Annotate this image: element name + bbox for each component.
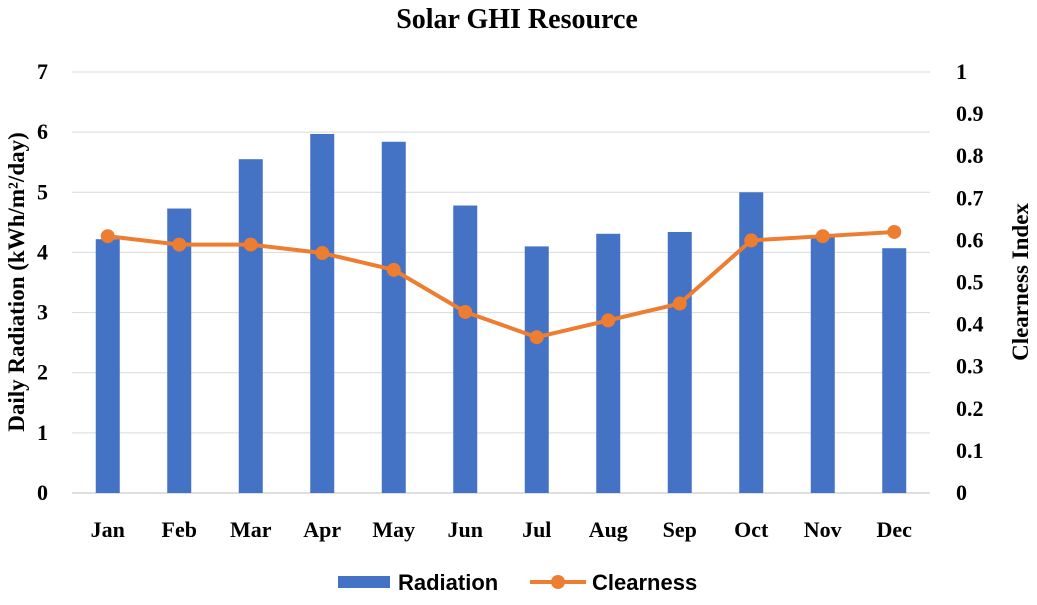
clearness-point-apr (315, 246, 330, 261)
x-tick-label: Aug (589, 517, 628, 542)
x-tick-label: Mar (230, 517, 272, 542)
x-tick-label: Jun (448, 517, 483, 542)
x-tick-label: Nov (804, 517, 842, 542)
clearness-point-nov (815, 229, 830, 244)
left-tick-label: 4 (37, 239, 48, 264)
clearness-point-jan (100, 229, 115, 244)
clearness-line (100, 224, 902, 345)
x-axis-ticks: Jan Feb Mar Apr May Jun Jul Aug Sep Oct Nov Dec (91, 517, 913, 542)
clearness-point-oct (744, 233, 759, 248)
right-tick-label: 0.4 (956, 312, 984, 337)
radiation-bar-aug (596, 233, 621, 493)
radiation-bars (95, 133, 907, 494)
clearness-point-dec (887, 224, 902, 239)
right-axis-ticks: 0 0.1 0.2 0.3 0.4 0.5 0.6 0.7 0.8 0.9 1 (956, 59, 984, 505)
right-tick-label: 0.5 (956, 270, 984, 295)
radiation-bar-dec (882, 248, 907, 493)
legend-clearness-swatch-marker (551, 575, 565, 589)
legend-radiation-swatch (338, 576, 390, 588)
gridlines (72, 71, 930, 494)
clearness-polyline (107, 229, 895, 340)
x-tick-label: May (372, 517, 415, 542)
right-tick-label: 0.3 (956, 354, 984, 379)
clearness-point-may (386, 262, 401, 277)
left-tick-label: 5 (37, 179, 48, 204)
x-tick-label: Sep (663, 517, 697, 542)
left-tick-label: 2 (37, 360, 48, 385)
right-tick-label: 0.1 (956, 438, 984, 463)
x-tick-label: Dec (877, 517, 913, 542)
x-tick-label: Oct (734, 517, 769, 542)
left-tick-label: 7 (37, 59, 48, 84)
left-tick-label: 3 (37, 300, 48, 325)
right-tick-label: 0.9 (956, 101, 984, 126)
radiation-bar-apr (310, 133, 335, 493)
x-tick-label: Jul (522, 517, 551, 542)
clearness-point-aug (601, 313, 616, 328)
x-tick-label: Apr (303, 517, 341, 542)
right-tick-label: 0.6 (956, 227, 984, 252)
radiation-bar-jan (95, 239, 120, 493)
right-axis-title: Clearness Index (1008, 203, 1033, 361)
radiation-bar-may (381, 141, 406, 493)
clearness-point-mar (243, 237, 258, 252)
radiation-bar-sep (667, 231, 692, 494)
legend: Radiation Clearness (338, 570, 697, 595)
radiation-bar-nov (810, 236, 835, 493)
right-tick-label: 0.7 (956, 185, 984, 210)
left-axis-title: Daily Radiation (kWh/m²/day) (4, 132, 29, 432)
legend-clearness-label: Clearness (592, 570, 697, 595)
x-tick-label: Jan (91, 517, 125, 542)
left-axis-ticks: 0 1 2 3 4 5 6 7 (37, 59, 48, 505)
x-tick-label: Feb (162, 517, 197, 542)
left-tick-label: 0 (37, 480, 48, 505)
clearness-point-sep (672, 296, 687, 311)
radiation-bar-feb (167, 208, 192, 493)
clearness-point-jun (458, 304, 473, 319)
radiation-bar-jun (453, 205, 478, 493)
left-tick-label: 6 (37, 119, 48, 144)
clearness-point-jul (529, 330, 544, 345)
left-tick-label: 1 (37, 420, 48, 445)
clearness-point-feb (172, 237, 187, 252)
radiation-bar-mar (238, 159, 263, 493)
right-tick-label: 0.8 (956, 143, 984, 168)
right-tick-label: 0 (956, 480, 967, 505)
right-tick-label: 0.2 (956, 396, 984, 421)
radiation-bar-jul (524, 246, 549, 493)
legend-radiation-label: Radiation (398, 570, 498, 595)
right-tick-label: 1 (956, 59, 967, 84)
chart-title: Solar GHI Resource (396, 4, 638, 35)
